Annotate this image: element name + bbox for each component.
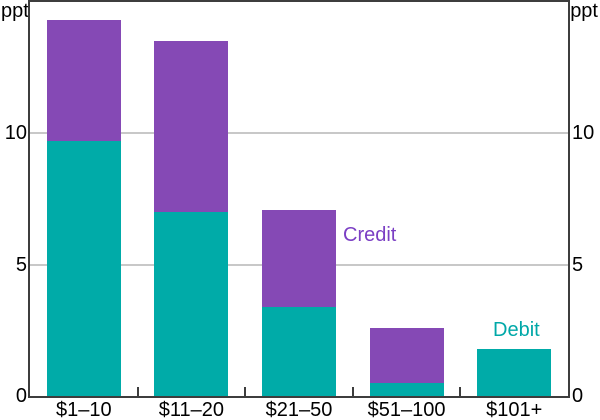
- bar-segment-credit-1: [154, 41, 229, 213]
- y-axis-unit-label-right: ppt: [570, 0, 598, 22]
- bar-segment-credit-3: [369, 327, 444, 383]
- y-tick-label-left-0: 0: [15, 385, 27, 407]
- bar-segment-debit-4: [477, 348, 552, 396]
- bar-segment-credit-2: [262, 209, 336, 307]
- y-tick-label-right-10: 10: [572, 122, 595, 145]
- y-axis-unit-label-left: ppt: [1, 0, 29, 22]
- x-category-label: $1–10: [55, 399, 112, 420]
- bar-segment-credit-0: [46, 20, 121, 142]
- y-tick-label-right-5: 5: [572, 253, 584, 276]
- bar-segment-debit-0: [46, 141, 121, 396]
- y-tick-label-left-5: 5: [15, 253, 27, 276]
- series-label-credit: Credit: [343, 224, 397, 246]
- y-tick-label-right-0: 0: [572, 385, 584, 407]
- x-axis-tick: [136, 387, 139, 396]
- x-axis-tick: [351, 387, 354, 396]
- x-category-label: $51–100: [367, 399, 446, 420]
- x-category-label: $11–20: [158, 399, 225, 420]
- bar-segment-debit-2: [262, 306, 336, 396]
- y-tick-label-left-10: 10: [4, 122, 27, 145]
- x-category-label: $101+: [486, 399, 543, 420]
- x-axis-tick: [244, 387, 247, 396]
- bar-segment-debit-3: [369, 382, 444, 396]
- x-axis-tick: [459, 387, 462, 396]
- bar-segment-debit-1: [154, 212, 229, 396]
- gridline-10: [30, 132, 568, 135]
- series-label-debit: Debit: [493, 319, 540, 341]
- x-category-label: $21–50: [265, 399, 333, 420]
